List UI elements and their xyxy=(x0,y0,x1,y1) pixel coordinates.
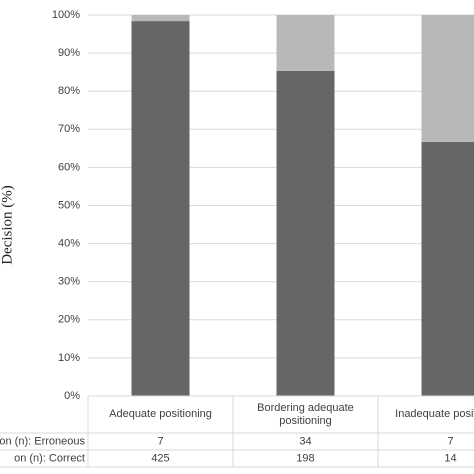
table-cell: 14 xyxy=(444,452,456,464)
bar-segment xyxy=(276,15,335,72)
y-tick-label: 50% xyxy=(58,199,80,211)
table-cell: 34 xyxy=(299,435,311,447)
bar-segment xyxy=(131,21,190,396)
y-tick-label: 0% xyxy=(64,390,80,402)
x-tick-label: Adequate positioning xyxy=(109,408,212,420)
x-tick-label-line: positioning xyxy=(279,415,332,427)
y-tick-label: 60% xyxy=(58,161,80,173)
table-cell: 7 xyxy=(447,435,453,447)
table-cell: 198 xyxy=(296,452,314,464)
table-cell: 7 xyxy=(157,435,163,447)
bar-segment xyxy=(421,141,474,396)
y-tick-label: 80% xyxy=(58,85,80,97)
y-tick-label: 90% xyxy=(58,47,80,59)
x-tick-label: Inadequate positioning xyxy=(395,408,474,420)
x-tick-label-line: Bordering adequate xyxy=(257,402,354,414)
y-tick-label: 100% xyxy=(52,9,80,21)
x-tick-label: Bordering adequate positioning xyxy=(257,402,354,427)
y-tick-label: 10% xyxy=(58,352,80,364)
table-cell: 425 xyxy=(151,452,169,464)
y-tick-label: 70% xyxy=(58,123,80,135)
table-row-label: on (n): Correct xyxy=(14,452,85,464)
bar-segment xyxy=(276,71,335,396)
y-axis-label: Decision (%) xyxy=(0,185,15,265)
y-tick-label: 30% xyxy=(58,276,80,288)
bar-segment xyxy=(131,15,190,22)
table-row-label: on (n): Erroneous xyxy=(0,435,85,447)
bar-segment xyxy=(421,15,474,142)
y-tick-label: 40% xyxy=(58,238,80,250)
y-tick-label: 20% xyxy=(58,314,80,326)
